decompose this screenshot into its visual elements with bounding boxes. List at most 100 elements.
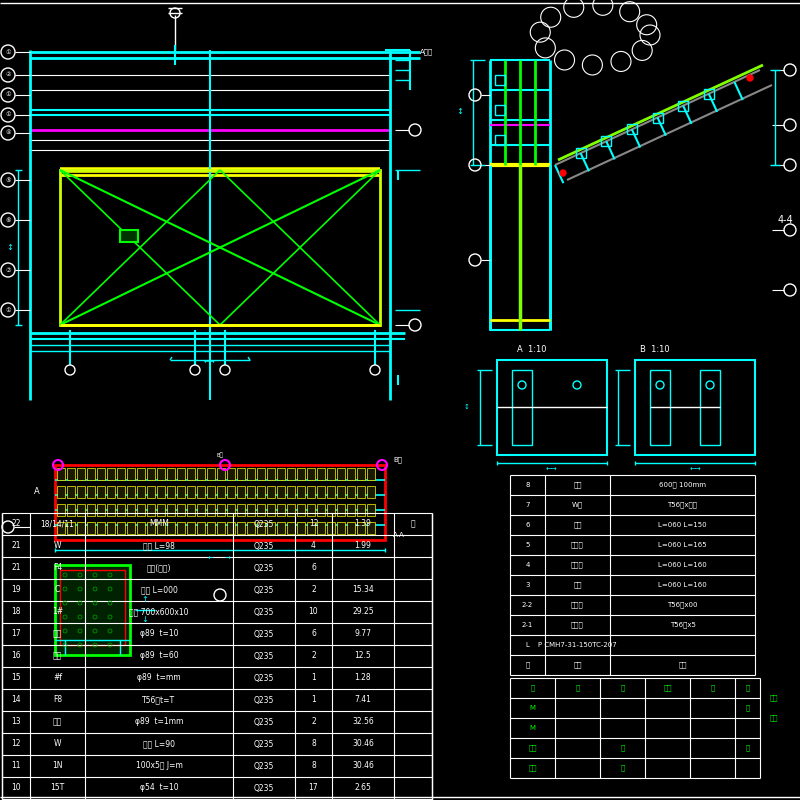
Text: 支撑: 支撑 — [53, 630, 62, 638]
Bar — [197, 504, 205, 516]
Text: 拉结板: 拉结板 — [571, 602, 584, 608]
Bar — [177, 486, 185, 498]
Text: 6: 6 — [526, 522, 530, 528]
Bar — [337, 504, 345, 516]
Text: Q235: Q235 — [254, 542, 274, 550]
Text: B轴: B轴 — [217, 452, 223, 458]
Text: 角钢 L=98: 角钢 L=98 — [143, 542, 175, 550]
Text: ←→: ←→ — [546, 467, 558, 473]
Text: 600板 100mm: 600板 100mm — [659, 482, 706, 488]
Bar — [653, 113, 662, 122]
Text: 1.99: 1.99 — [354, 542, 371, 550]
Text: 11: 11 — [11, 762, 21, 770]
Bar — [97, 468, 105, 480]
Bar — [277, 522, 285, 534]
Bar — [495, 135, 505, 145]
Text: 10: 10 — [309, 607, 318, 617]
Text: 18: 18 — [11, 607, 21, 617]
Text: 拉结板: 拉结板 — [571, 622, 584, 628]
Bar — [357, 504, 365, 516]
Bar — [495, 75, 505, 85]
Bar — [147, 468, 155, 480]
Text: T56板x角钢: T56板x角钢 — [667, 502, 698, 508]
Text: 4: 4 — [311, 542, 316, 550]
Bar — [177, 504, 185, 516]
Text: 斜撑: 斜撑 — [574, 522, 582, 528]
Bar — [187, 486, 195, 498]
Bar — [347, 504, 355, 516]
Text: 15: 15 — [11, 674, 21, 682]
Text: ⑦: ⑦ — [5, 267, 11, 273]
Bar — [357, 468, 365, 480]
Bar — [367, 468, 375, 480]
Text: C: C — [55, 586, 60, 594]
Text: ↓: ↓ — [142, 615, 149, 625]
Text: 图: 图 — [575, 685, 580, 691]
Bar — [127, 504, 135, 516]
Bar — [287, 504, 295, 516]
Bar — [287, 468, 295, 480]
Text: 连接: 连接 — [53, 718, 62, 726]
Bar — [107, 504, 115, 516]
Text: 1: 1 — [311, 674, 316, 682]
Bar — [327, 522, 335, 534]
Bar — [650, 370, 670, 445]
Text: T56板t=T: T56板t=T — [142, 695, 175, 705]
Bar — [67, 504, 75, 516]
Bar — [67, 522, 75, 534]
Text: 19: 19 — [11, 586, 21, 594]
Text: L=060 L=150: L=060 L=150 — [658, 522, 707, 528]
Text: 15.34: 15.34 — [352, 586, 374, 594]
Bar — [127, 522, 135, 534]
Bar — [602, 136, 611, 146]
Bar — [55, 465, 385, 540]
Bar — [137, 522, 145, 534]
Bar — [257, 486, 265, 498]
Circle shape — [747, 75, 753, 81]
Bar — [237, 468, 245, 480]
Bar — [317, 486, 325, 498]
Text: 2-1: 2-1 — [522, 622, 533, 628]
Text: 2.65: 2.65 — [354, 783, 371, 793]
Text: 1.39: 1.39 — [354, 519, 371, 529]
Text: ↕: ↕ — [464, 404, 470, 410]
Text: 4: 4 — [526, 562, 530, 568]
Text: 12.5: 12.5 — [354, 651, 371, 661]
Bar — [635, 360, 755, 455]
Text: ↕: ↕ — [6, 242, 14, 251]
Text: 名称: 名称 — [678, 662, 686, 668]
Text: 8: 8 — [311, 762, 316, 770]
Bar — [287, 522, 295, 534]
Bar — [247, 522, 255, 534]
Text: ②: ② — [5, 73, 11, 78]
Text: ↕: ↕ — [457, 107, 463, 117]
Text: ←→: ←→ — [689, 467, 701, 473]
Text: 7: 7 — [526, 502, 530, 508]
Text: 2: 2 — [311, 718, 316, 726]
Bar — [297, 486, 305, 498]
Text: Q235: Q235 — [254, 607, 274, 617]
Text: 14: 14 — [11, 695, 21, 705]
Text: 角钢 L=90: 角钢 L=90 — [143, 739, 175, 749]
Bar — [357, 486, 365, 498]
Bar — [157, 486, 165, 498]
Bar — [257, 468, 265, 480]
Text: 备: 备 — [746, 705, 750, 711]
Bar — [347, 486, 355, 498]
Bar — [97, 504, 105, 516]
Bar — [187, 468, 195, 480]
Bar — [237, 504, 245, 516]
Text: B轴: B轴 — [393, 457, 402, 463]
Bar — [327, 504, 335, 516]
Bar — [367, 504, 375, 516]
Text: φ89  t=mm: φ89 t=mm — [137, 674, 181, 682]
Text: 槽钢 L=000: 槽钢 L=000 — [141, 586, 178, 594]
Text: 12: 12 — [11, 739, 21, 749]
Text: φ54  t=10: φ54 t=10 — [140, 783, 178, 793]
Bar — [495, 105, 505, 115]
Bar — [77, 468, 85, 480]
Bar — [297, 504, 305, 516]
Text: 18/14/11: 18/14/11 — [41, 519, 74, 529]
Text: 12: 12 — [309, 519, 318, 529]
Text: T56板x00: T56板x00 — [667, 602, 698, 608]
